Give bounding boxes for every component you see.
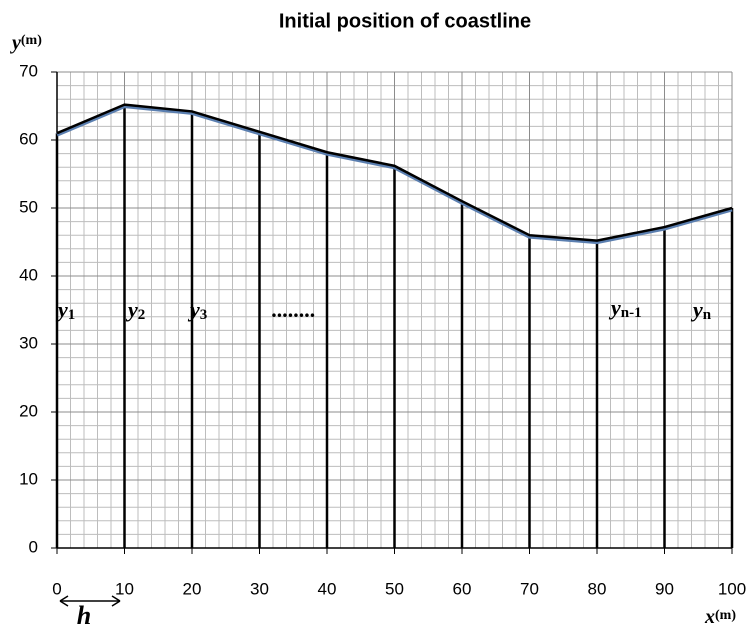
annotation: yn — [690, 297, 712, 323]
x-axis-var: x — [704, 606, 715, 628]
annotation-sub: 3 — [200, 307, 208, 323]
y-axis-var: y — [10, 32, 21, 54]
y-tick-label: 20 — [19, 401, 38, 420]
annotation-base: y — [125, 297, 138, 322]
annotation-base: y — [690, 297, 703, 322]
x-tick-label: 40 — [318, 579, 337, 598]
annotation-base: y — [55, 297, 68, 322]
x-tick-label: 30 — [250, 579, 269, 598]
y-tick-label: 40 — [19, 265, 38, 284]
x-axis-label: x(m) — [704, 606, 736, 628]
annotation-sub: n — [703, 307, 712, 323]
y-tick-label: 60 — [19, 129, 38, 148]
x-tick-label: 70 — [520, 579, 539, 598]
x-axis-unit: (m) — [715, 608, 736, 623]
y-tick-label: 0 — [29, 537, 38, 556]
x-tick-label: 100 — [718, 579, 746, 598]
y-tick-label: 50 — [19, 197, 38, 216]
y-tick-label: 70 — [19, 61, 38, 80]
annotation-sub: 1 — [68, 307, 76, 323]
annotation-sub: n-1 — [621, 305, 642, 321]
spacing-label: h — [77, 601, 91, 630]
annotation: y3 — [187, 297, 207, 323]
chart-title: Initial position of coastline — [279, 10, 531, 32]
annotation-base: y — [187, 297, 200, 322]
annotation: y1 — [55, 297, 75, 323]
annotation-base: ........ — [272, 297, 316, 322]
coastline-shadow — [56, 104, 733, 245]
annotation: y2 — [125, 297, 145, 323]
annotation-sub: 2 — [138, 307, 146, 323]
spacing-arrow-heads — [59, 595, 121, 607]
y-tick-label: 30 — [19, 333, 38, 352]
y-tick-label: 10 — [19, 469, 38, 488]
x-tick-label: 20 — [183, 579, 202, 598]
annotation: ........ — [272, 297, 316, 322]
x-tick-label: 0 — [52, 579, 61, 598]
x-tick-label: 10 — [115, 579, 134, 598]
x-tick-label: 60 — [453, 579, 472, 598]
x-tick-label: 90 — [655, 579, 674, 598]
coastline — [56, 103, 733, 242]
y-axis-unit: (m) — [21, 33, 42, 48]
y-axis-label: y(m) — [10, 32, 42, 54]
x-tick-label: 80 — [588, 579, 607, 598]
x-tick-label: 50 — [385, 579, 404, 598]
annotation: yn-1 — [608, 295, 642, 321]
annotation-base: y — [608, 295, 621, 320]
